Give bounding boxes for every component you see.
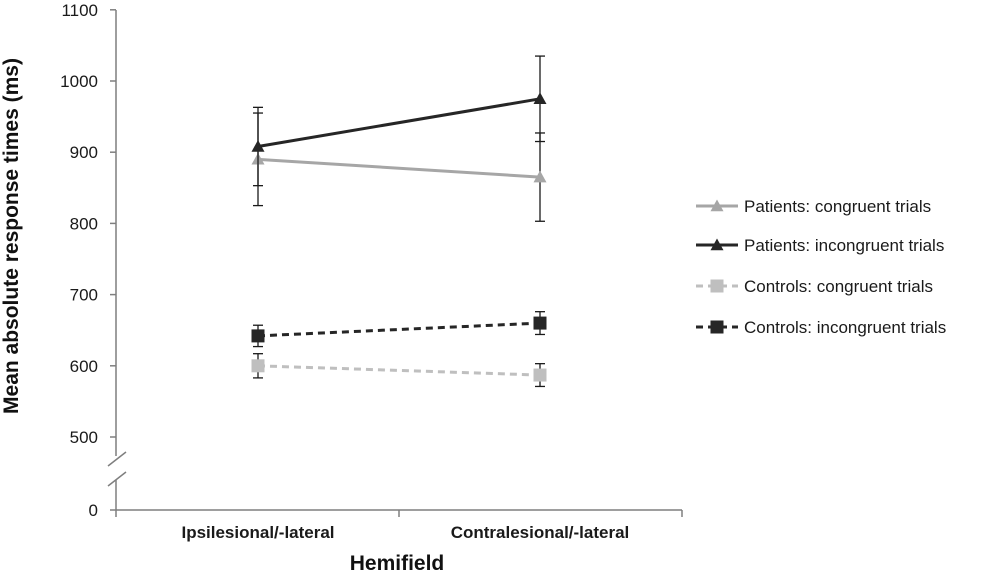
legend-label: Patients: congruent trials [744,197,931,216]
data-point [533,368,547,382]
y-tick-label: 800 [70,214,98,233]
axis-break-mark-lower [107,471,127,487]
data-point [251,140,265,152]
legend-label: Controls: congruent trials [744,277,933,296]
legend-marker [710,199,724,212]
legend-marker [710,238,724,251]
legend-marker [710,279,724,293]
legend-marker [710,320,724,334]
data-point [533,170,547,183]
legend: Patients: congruent trials Patients: inco… [696,197,946,337]
series-line [257,364,541,377]
y-tick-label: 1000 [60,72,98,91]
series-group [251,112,547,222]
series-line [257,321,541,338]
series-group [251,311,547,348]
series-line [257,157,541,179]
y-tick-label: 600 [70,357,98,376]
legend-item: Patients: incongruent trials [696,236,944,255]
y-tick-label: 700 [70,286,98,305]
axis-break-mark-upper [107,451,127,467]
y-tick-label: 500 [70,428,98,447]
legend-item: Controls: congruent trials [696,277,933,296]
data-point [533,92,547,104]
x-category-label: Ipsilesional/-lateral [181,523,334,542]
y-tick-label: 900 [70,143,98,162]
series-group [251,353,547,388]
x-category-label: Contralesional/-lateral [451,523,630,542]
axes [107,10,683,517]
legend-item: Controls: incongruent trials [696,318,946,337]
y-tick-label: 0 [89,501,98,520]
x-axis-label: Hemifield [350,552,445,575]
legend-item: Patients: congruent trials [696,197,931,216]
y-tick-label: 1100 [61,1,98,20]
legend-label: Controls: incongruent trials [744,318,946,337]
series-layer [251,55,547,388]
data-point [533,316,547,330]
y-axis-ticks: 0 500 600 700 800 900 1000 1100 [60,1,116,520]
data-point [251,359,265,373]
data-point [251,329,265,343]
series-group [251,55,547,187]
series-line [257,97,541,148]
legend-label: Patients: incongruent trials [744,236,944,255]
y-axis-label: Mean absolute response times (ms) [0,58,23,414]
x-axis-categories: Ipsilesional/-lateral Contralesional/-lat… [181,523,629,542]
